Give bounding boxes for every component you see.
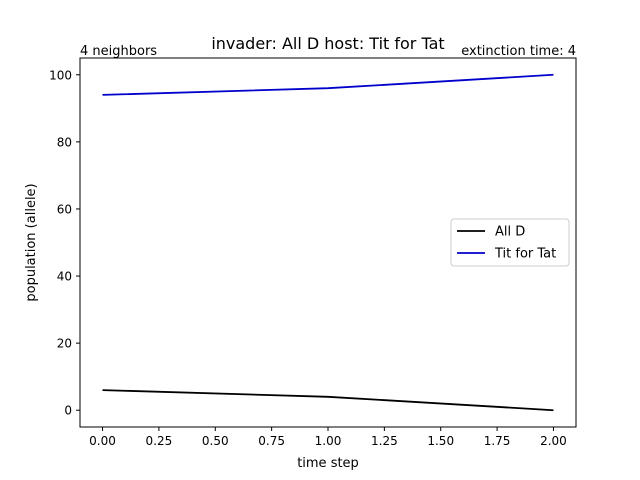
series-line-1: [102, 73, 554, 96]
y-tick-label: 20: [57, 337, 72, 351]
x-tick-label: 0.00: [89, 434, 116, 448]
x-tick-label: 0.50: [202, 434, 229, 448]
y-tick-label: 60: [57, 202, 72, 216]
series-line-0: [102, 389, 554, 412]
x-axis-ticks: 0.00 0.25 0.50 0.75 1.00 1.25 1.50 1.75 2.00: [89, 427, 567, 448]
plot-frame: [79, 57, 577, 428]
x-tick-label: 1.75: [484, 434, 511, 448]
y-tick-label: 100: [49, 68, 72, 82]
chart-title: invader: All D host: Tit for Tat: [211, 34, 444, 53]
extinction-time-annotation: extinction time: 4: [461, 44, 576, 59]
x-axis-label: time step: [297, 456, 359, 471]
y-axis-ticks: 0 20 40 60 80 100: [49, 68, 80, 418]
legend-label-0: All D: [495, 225, 525, 240]
x-tick-label: 1.50: [427, 434, 454, 448]
legend: All D Tit for Tat: [450, 218, 570, 267]
x-tick-label: 1.25: [371, 434, 398, 448]
x-tick-label: 1.00: [315, 434, 342, 448]
y-tick-label: 80: [57, 135, 72, 149]
neighbors-annotation: 4 neighbors: [80, 44, 157, 59]
legend-label-1: Tit for Tat: [494, 247, 556, 262]
y-tick-label: 0: [64, 404, 72, 418]
x-tick-label: 2.00: [540, 434, 567, 448]
y-tick-label: 40: [57, 270, 72, 284]
x-tick-label: 0.75: [258, 434, 285, 448]
plot-area: 0.00 0.25 0.50 0.75 1.00 1.25 1.50 1.75 2.00 0 20…: [49, 57, 577, 448]
y-axis-label: population (allele): [24, 183, 39, 301]
series-lines: [102, 73, 554, 412]
x-tick-label: 0.25: [146, 434, 173, 448]
